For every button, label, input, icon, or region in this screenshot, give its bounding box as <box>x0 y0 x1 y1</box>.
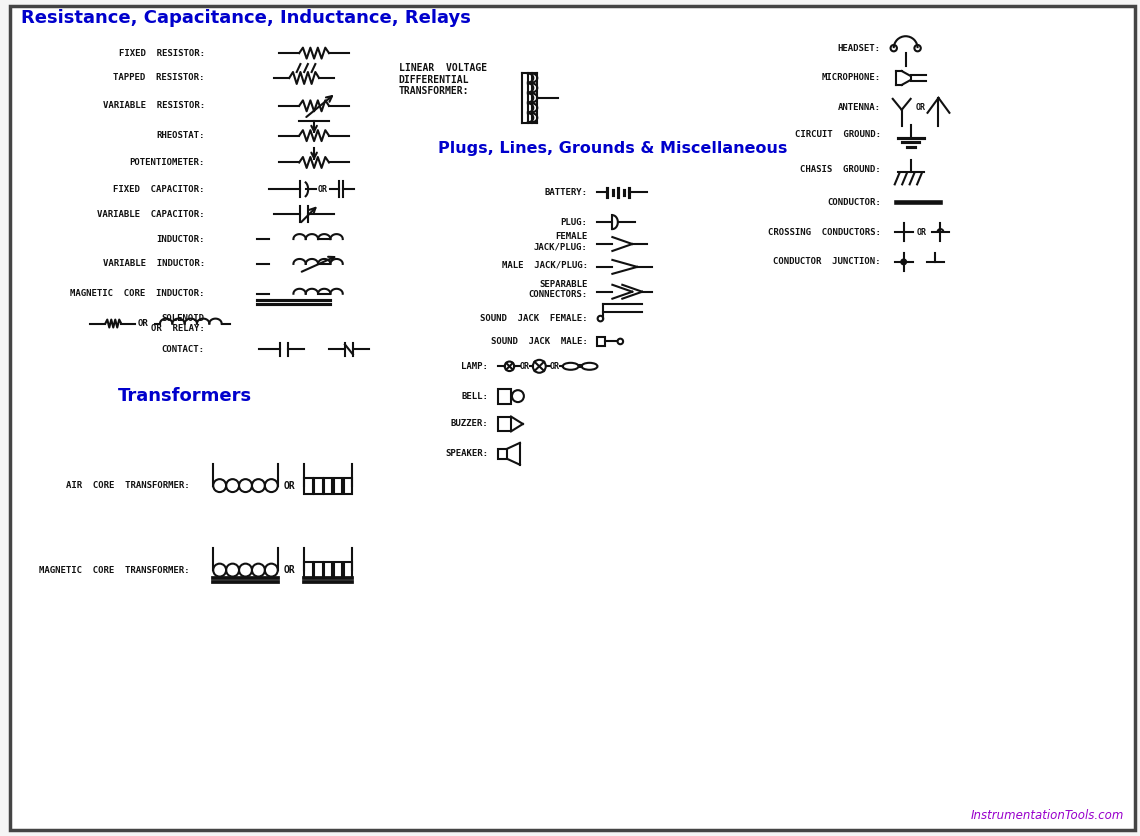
Text: AIR  CORE  TRANSFORMER:: AIR CORE TRANSFORMER: <box>66 481 190 490</box>
FancyBboxPatch shape <box>315 562 323 578</box>
Text: BATTERY:: BATTERY: <box>545 188 587 196</box>
Text: FEMALE
JACK/PLUG:: FEMALE JACK/PLUG: <box>534 232 587 252</box>
FancyBboxPatch shape <box>315 477 323 493</box>
Text: CHASIS  GROUND:: CHASIS GROUND: <box>800 165 881 174</box>
Text: CONDUCTOR:: CONDUCTOR: <box>826 198 881 206</box>
Text: Resistance, Capacitance, Inductance, Relays: Resistance, Capacitance, Inductance, Rel… <box>21 9 471 28</box>
Text: VARIABLE  CAPACITOR:: VARIABLE CAPACITOR: <box>97 210 205 219</box>
Text: RHEOSTAT:: RHEOSTAT: <box>156 131 205 140</box>
Text: POTENTIOMETER:: POTENTIOMETER: <box>130 158 205 167</box>
Text: MAGNETIC  CORE  TRANSFORMER:: MAGNETIC CORE TRANSFORMER: <box>39 566 190 574</box>
Text: OR: OR <box>917 227 927 237</box>
Text: HEADSET:: HEADSET: <box>838 43 881 53</box>
FancyBboxPatch shape <box>10 7 1135 829</box>
FancyBboxPatch shape <box>334 562 342 578</box>
FancyBboxPatch shape <box>324 562 333 578</box>
Text: SEPARABLE
CONNECTORS:: SEPARABLE CONNECTORS: <box>528 280 587 299</box>
Text: MALE  JACK/PLUG:: MALE JACK/PLUG: <box>502 260 587 269</box>
Text: FIXED  CAPACITOR:: FIXED CAPACITOR: <box>113 185 205 194</box>
Text: OR: OR <box>284 565 295 575</box>
Text: Transformers: Transformers <box>117 387 252 405</box>
FancyBboxPatch shape <box>304 477 312 493</box>
Text: CONTACT:: CONTACT: <box>162 345 205 354</box>
Text: INDUCTOR:: INDUCTOR: <box>156 235 205 243</box>
FancyBboxPatch shape <box>498 416 511 431</box>
Text: FIXED  RESISTOR:: FIXED RESISTOR: <box>119 48 205 58</box>
FancyBboxPatch shape <box>334 477 342 493</box>
Text: CIRCUIT  GROUND:: CIRCUIT GROUND: <box>795 130 881 139</box>
Text: PLUG:: PLUG: <box>561 217 587 227</box>
FancyBboxPatch shape <box>344 477 352 493</box>
Text: CONDUCTOR  JUNCTION:: CONDUCTOR JUNCTION: <box>773 257 881 267</box>
Text: CROSSING  CONDUCTORS:: CROSSING CONDUCTORS: <box>768 227 881 237</box>
Text: MICROPHONE:: MICROPHONE: <box>822 74 881 83</box>
Text: SOUND  JACK  FEMALE:: SOUND JACK FEMALE: <box>480 314 587 323</box>
FancyBboxPatch shape <box>498 389 511 404</box>
Text: InstrumentationTools.com: InstrumentationTools.com <box>971 808 1124 822</box>
Text: OR: OR <box>915 104 926 112</box>
Text: TAPPED  RESISTOR:: TAPPED RESISTOR: <box>113 74 205 83</box>
Text: MAGNETIC  CORE  INDUCTOR:: MAGNETIC CORE INDUCTOR: <box>71 289 205 298</box>
Text: SOUND  JACK  MALE:: SOUND JACK MALE: <box>490 337 587 346</box>
FancyBboxPatch shape <box>344 562 352 578</box>
Text: LAMP:: LAMP: <box>462 362 488 371</box>
Text: Plugs, Lines, Grounds & Miscellaneous: Plugs, Lines, Grounds & Miscellaneous <box>438 140 787 155</box>
FancyBboxPatch shape <box>324 477 333 493</box>
Text: LINEAR  VOLTAGE
DIFFERENTIAL
TRANSFORMER:: LINEAR VOLTAGE DIFFERENTIAL TRANSFORMER: <box>399 63 487 96</box>
FancyBboxPatch shape <box>597 337 605 346</box>
Text: ANTENNA:: ANTENNA: <box>838 104 881 112</box>
Text: VARIABLE  RESISTOR:: VARIABLE RESISTOR: <box>103 101 205 110</box>
Text: OR: OR <box>138 319 148 328</box>
Text: SOLENOID
OR  RELAY:: SOLENOID OR RELAY: <box>150 314 205 334</box>
Text: BUZZER:: BUZZER: <box>450 420 488 429</box>
Text: OR: OR <box>549 362 560 371</box>
Text: VARIABLE  INDUCTOR:: VARIABLE INDUCTOR: <box>103 259 205 268</box>
Circle shape <box>901 259 906 265</box>
Text: BELL:: BELL: <box>462 391 488 400</box>
FancyBboxPatch shape <box>304 562 312 578</box>
Text: SPEAKER:: SPEAKER: <box>445 449 488 458</box>
Text: OR: OR <box>318 185 328 194</box>
Text: OR: OR <box>520 362 530 371</box>
Text: OR: OR <box>284 481 295 491</box>
FancyBboxPatch shape <box>498 449 507 459</box>
